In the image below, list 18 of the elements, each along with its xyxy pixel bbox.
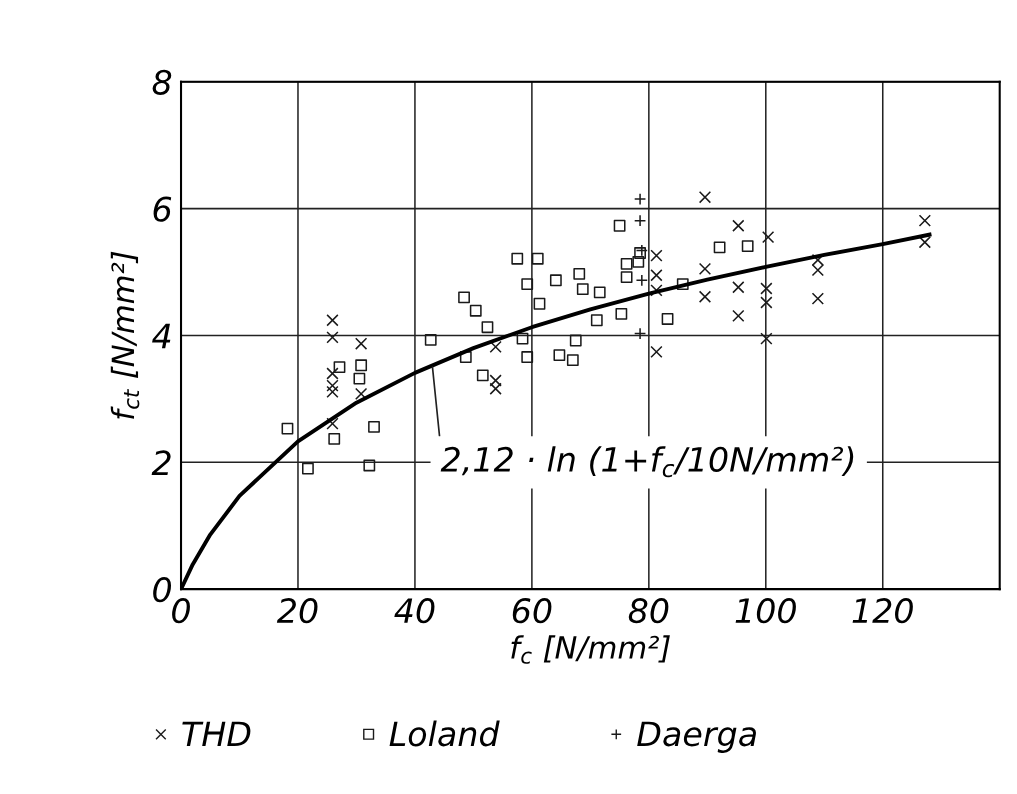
legend-label: Loland: [389, 720, 500, 747]
x-tick-label: 80: [628, 598, 669, 624]
y-tick-label: 8: [152, 69, 172, 95]
x-tick-label: 120: [852, 598, 913, 624]
x-tick-label: 20: [276, 598, 318, 624]
x-tick-label: 40: [394, 598, 435, 624]
y-tick-label: 6: [153, 196, 172, 222]
y-tick-label: 0: [153, 577, 172, 603]
legend-label: THD: [182, 721, 251, 746]
x-tick-label: 100: [735, 598, 796, 624]
annotation: 2,12 · ln (1+f$_{c}$/10N/mm²): [440, 446, 854, 478]
y-tick-label: 2: [151, 450, 171, 475]
x-tick-label: 0: [172, 598, 190, 624]
x-tick-label: 60: [512, 598, 552, 624]
y-tick-label: 4: [152, 323, 171, 349]
y-axis-title: f$_{ct}$ [N/mm²]: [110, 251, 140, 419]
legend-label: Daerga: [637, 721, 756, 753]
x-axis-title: f$_{c}$ [N/mm²]: [511, 635, 670, 664]
